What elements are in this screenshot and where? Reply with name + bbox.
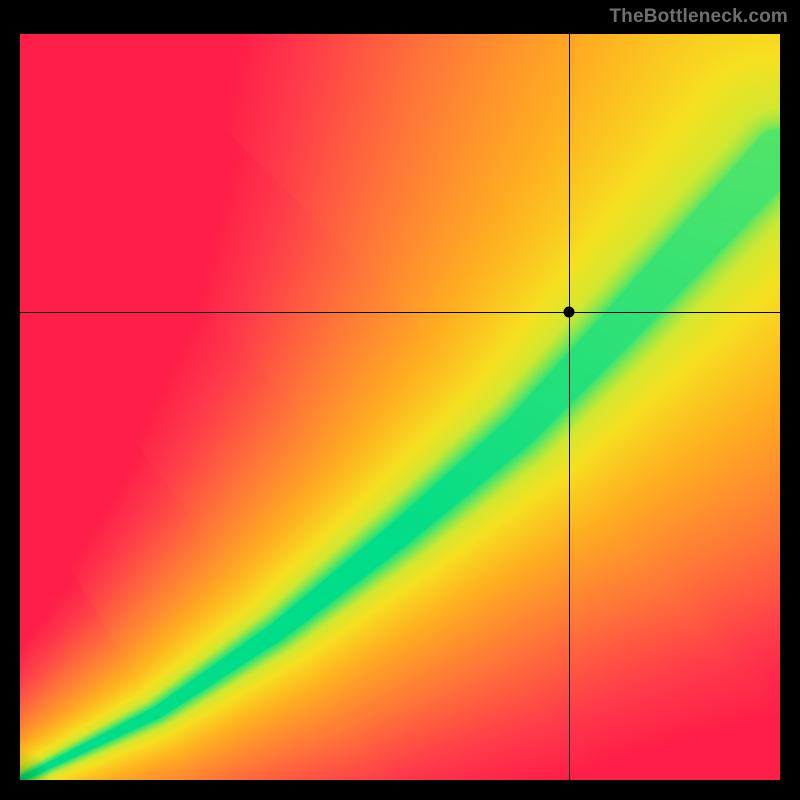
watermark-text: TheBottleneck.com (609, 6, 788, 28)
figure-container: TheBottleneck.com (0, 0, 800, 800)
crosshair-horizontal (20, 312, 780, 313)
crosshair-vertical (569, 34, 570, 780)
heatmap-canvas (20, 34, 780, 780)
plot-frame (20, 34, 780, 780)
crosshair-marker (563, 306, 574, 317)
